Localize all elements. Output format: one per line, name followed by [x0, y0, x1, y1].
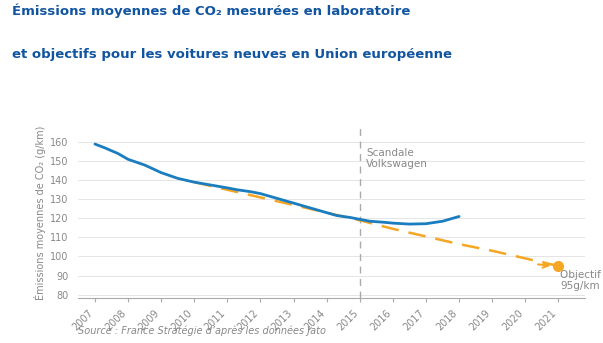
Y-axis label: Émissions moyennes de CO₂ (g/km): Émissions moyennes de CO₂ (g/km) — [34, 126, 46, 300]
Text: Émissions moyennes de CO₂ mesurées en laboratoire: Émissions moyennes de CO₂ mesurées en la… — [12, 3, 411, 18]
Text: Scandale: Scandale — [367, 148, 414, 158]
Text: Source : France Stratégie d’après les données Jato: Source : France Stratégie d’après les do… — [78, 326, 326, 336]
Text: 95g/km: 95g/km — [560, 281, 600, 291]
Text: Objectif 2021: Objectif 2021 — [560, 270, 603, 280]
Text: et objectifs pour les voitures neuves en Union européenne: et objectifs pour les voitures neuves en… — [12, 48, 452, 61]
Text: Volkswagen: Volkswagen — [367, 159, 428, 169]
